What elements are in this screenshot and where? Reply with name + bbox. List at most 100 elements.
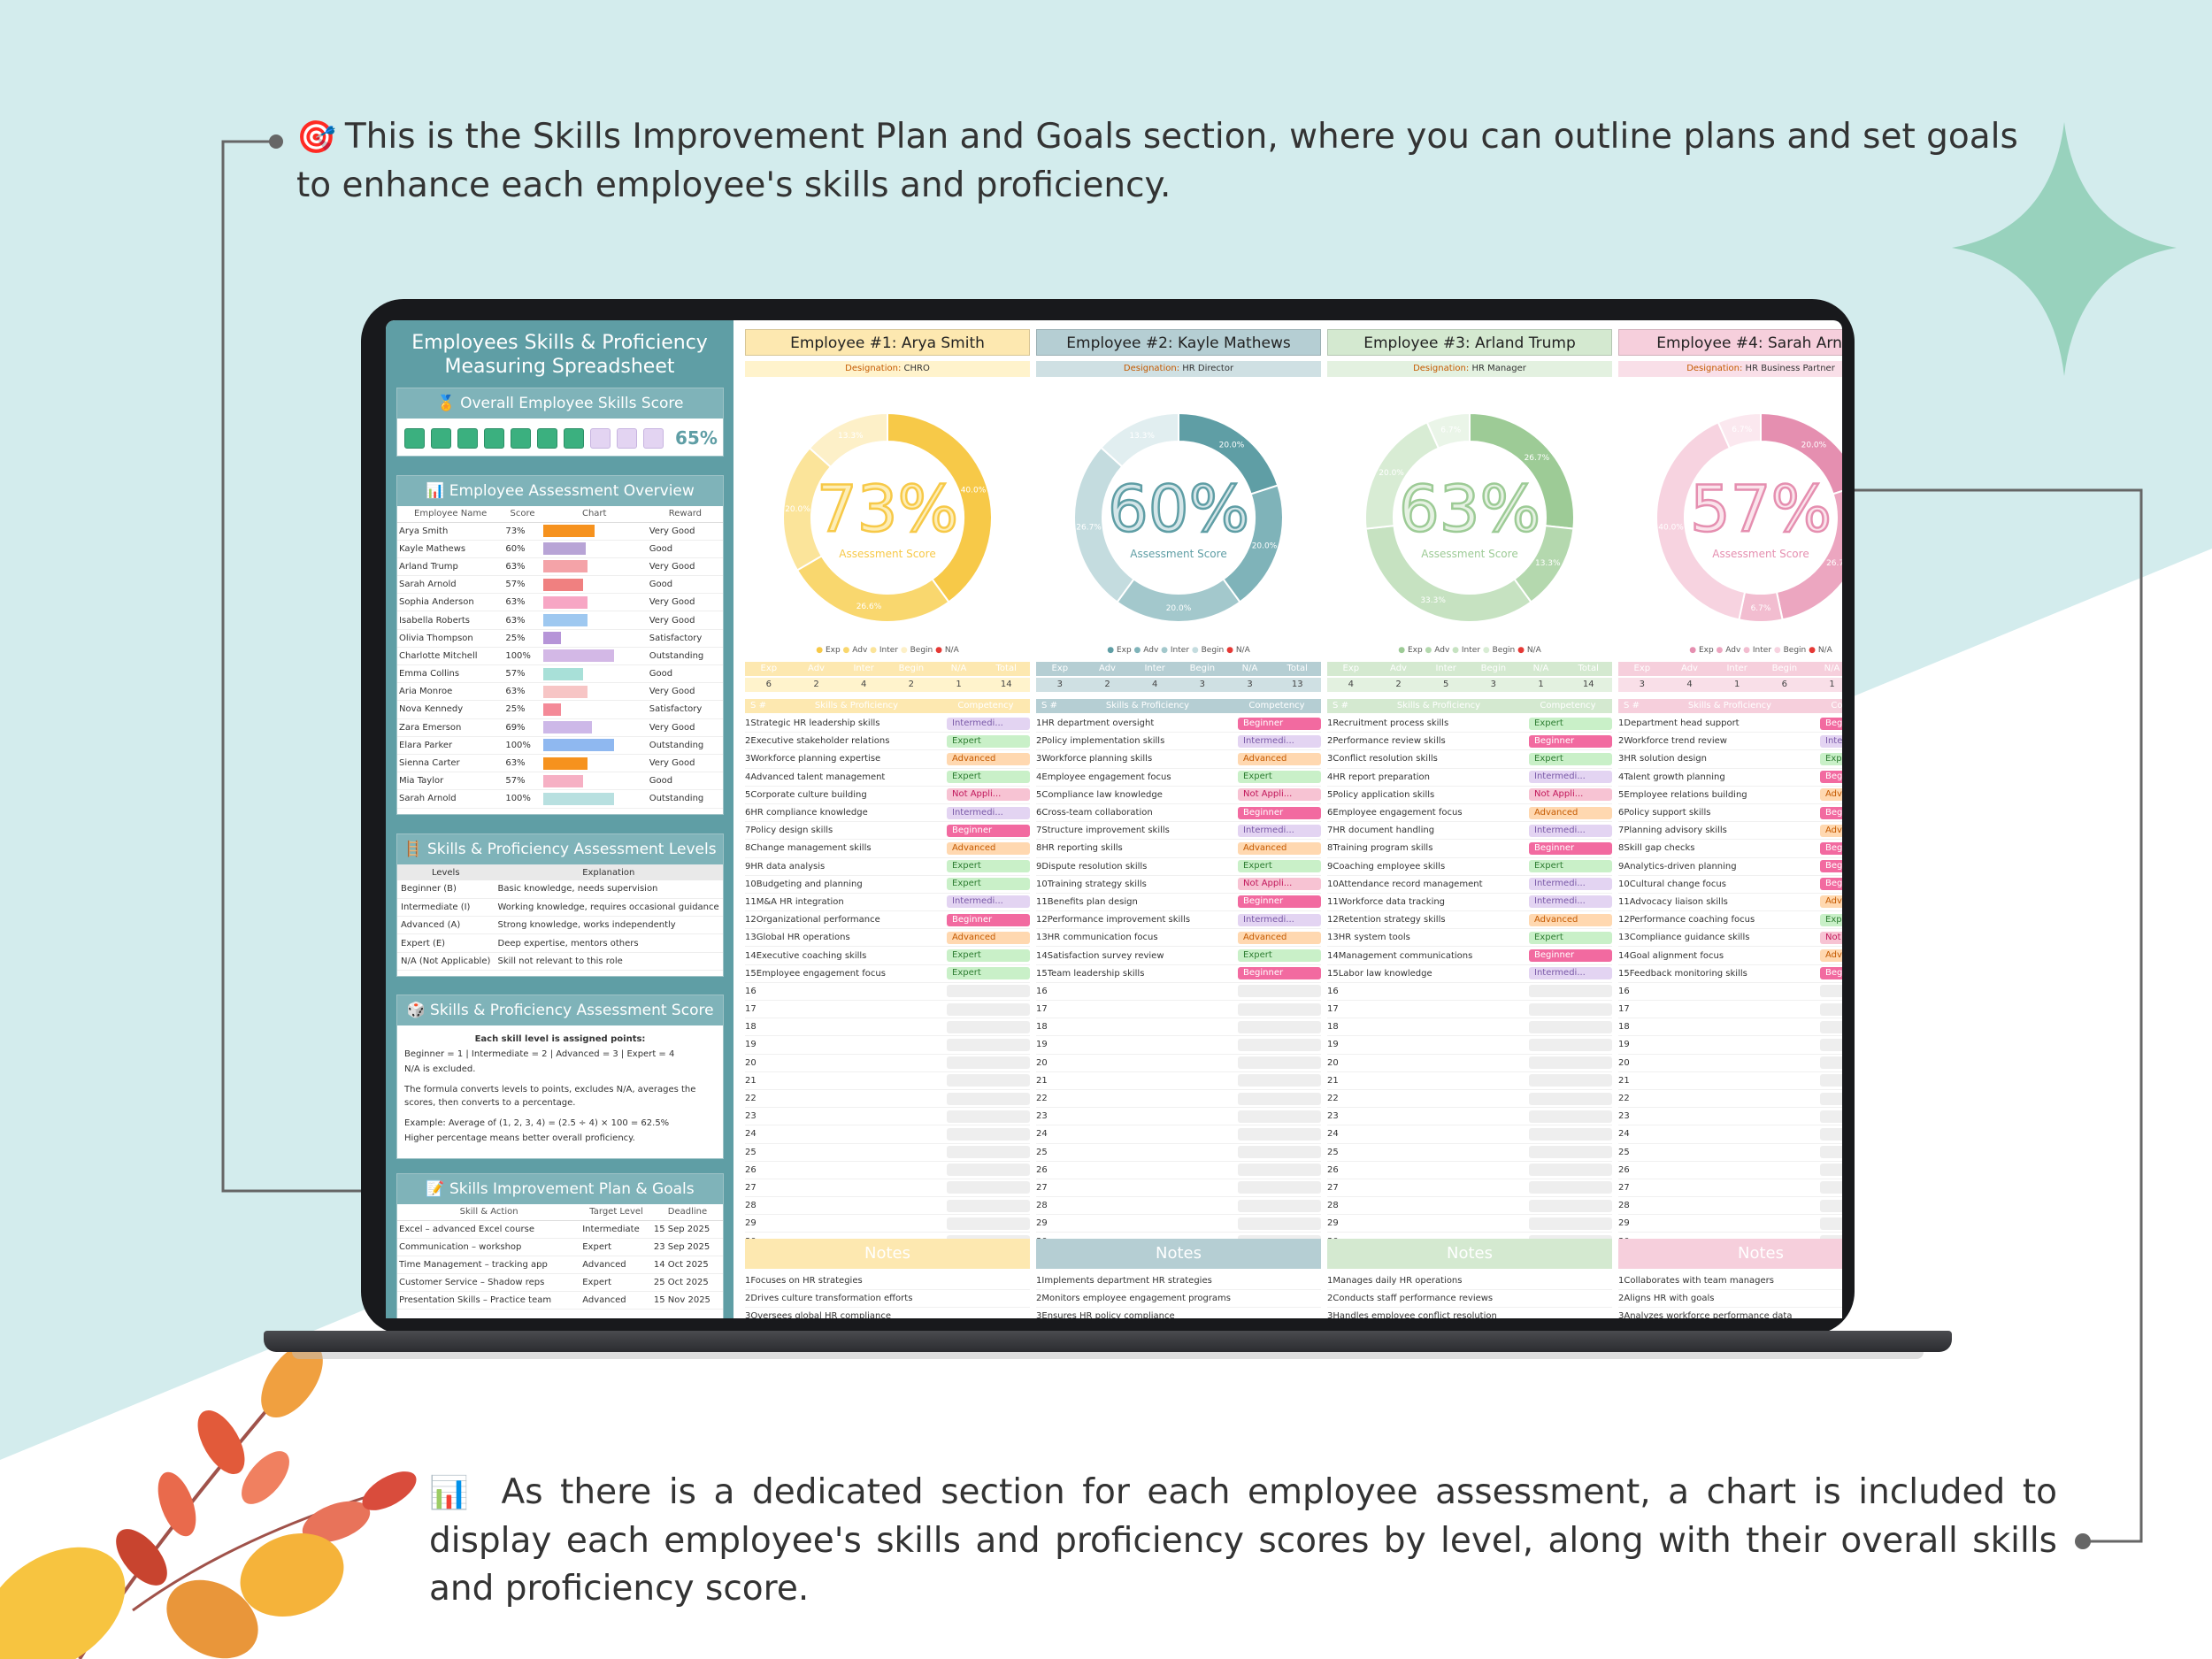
competency-dropdown[interactable] [1238, 1110, 1321, 1123]
competency-dropdown[interactable]: Expert [947, 878, 1030, 891]
competency-dropdown[interactable] [947, 1199, 1030, 1212]
skill-name-cell[interactable]: Employee relations building [1624, 789, 1747, 800]
skill-name-cell[interactable]: Corporate culture building [750, 789, 867, 800]
note-text[interactable]: Aligns HR with goals [1624, 1294, 1715, 1304]
skill-name-cell[interactable]: M&A HR integration [756, 896, 844, 907]
competency-dropdown[interactable]: Expert [1238, 860, 1321, 873]
competency-dropdown[interactable]: Not Appli... [1820, 931, 1842, 944]
competency-dropdown[interactable]: Advanced [947, 841, 1030, 855]
plan-skill-cell[interactable]: Presentation Skills – Practice team [397, 1291, 581, 1310]
competency-dropdown[interactable] [1238, 1199, 1321, 1212]
competency-dropdown[interactable] [1820, 1181, 1842, 1194]
competency-dropdown[interactable]: Expert [1529, 931, 1612, 944]
skill-name-cell[interactable]: Management communications [1338, 950, 1473, 961]
skill-name-cell[interactable]: Training program skills [1333, 843, 1433, 854]
competency-dropdown[interactable] [1238, 1056, 1321, 1070]
skill-name-cell[interactable]: Employee engagement focus [756, 968, 886, 979]
plan-deadline-cell[interactable]: 15 Nov 2025 [651, 1291, 723, 1310]
competency-dropdown[interactable] [1529, 1217, 1612, 1230]
competency-dropdown[interactable]: Expert [1529, 752, 1612, 765]
skill-name-cell[interactable]: Talent growth planning [1624, 772, 1725, 782]
competency-dropdown[interactable]: Expert [1820, 913, 1842, 926]
competency-dropdown[interactable]: Intermedi... [1238, 913, 1321, 926]
skill-name-cell[interactable]: Advocacy liaison skills [1629, 896, 1728, 907]
plan-target-cell[interactable]: Intermediate [580, 1220, 652, 1239]
competency-dropdown[interactable] [1529, 1110, 1612, 1123]
competency-dropdown[interactable]: Expert [947, 771, 1030, 784]
skill-name-cell[interactable]: Dispute resolution skills [1041, 861, 1148, 872]
competency-dropdown[interactable]: Expert [1529, 860, 1612, 873]
competency-dropdown[interactable] [1820, 1127, 1842, 1141]
competency-dropdown[interactable] [947, 1056, 1030, 1070]
skill-name-cell[interactable]: Retention strategy skills [1338, 915, 1446, 926]
competency-dropdown[interactable]: Beginner [1238, 967, 1321, 980]
competency-dropdown[interactable] [947, 1038, 1030, 1051]
competency-dropdown[interactable]: Expert [1238, 949, 1321, 963]
competency-dropdown[interactable] [947, 1110, 1030, 1123]
skill-name-cell[interactable]: Executive coaching skills [756, 950, 867, 961]
competency-dropdown[interactable]: Beginner [1820, 860, 1842, 873]
note-text[interactable]: Focuses on HR strategies [750, 1276, 863, 1286]
competency-dropdown[interactable]: Beginner [1529, 841, 1612, 855]
note-text[interactable]: Drives culture transformation efforts [750, 1294, 913, 1304]
competency-dropdown[interactable] [1820, 1164, 1842, 1177]
competency-dropdown[interactable]: Beginner [1820, 967, 1842, 980]
skill-name-cell[interactable]: Coaching employee skills [1333, 861, 1446, 872]
competency-dropdown[interactable]: Not Appli... [947, 788, 1030, 802]
plan-skill-cell[interactable]: Excel – advanced Excel course [397, 1220, 581, 1239]
note-text[interactable]: Ensures HR policy compliance [1041, 1311, 1175, 1318]
competency-dropdown[interactable]: Intermedi... [1529, 878, 1612, 891]
competency-dropdown[interactable]: Intermedi... [1529, 967, 1612, 980]
competency-dropdown[interactable] [1238, 1002, 1321, 1016]
competency-dropdown[interactable]: Advanced [1529, 806, 1612, 819]
plan-target-cell[interactable]: Advanced [580, 1256, 652, 1275]
plan-deadline-cell[interactable]: 14 Oct 2025 [651, 1256, 723, 1275]
competency-dropdown[interactable]: Beginner [1529, 949, 1612, 963]
competency-dropdown[interactable]: Expert [947, 860, 1030, 873]
skill-name-cell[interactable]: HR communication focus [1047, 933, 1158, 943]
competency-dropdown[interactable]: Not Appli... [1238, 788, 1321, 802]
competency-dropdown[interactable]: Intermedi... [1238, 734, 1321, 748]
competency-dropdown[interactable]: Intermedi... [1529, 824, 1612, 837]
note-text[interactable]: Handles employee conflict resolution [1333, 1311, 1497, 1318]
competency-dropdown[interactable]: Intermedi... [1238, 824, 1321, 837]
skill-name-cell[interactable]: Planning advisory skills [1624, 826, 1727, 836]
skill-name-cell[interactable]: Employee engagement focus [1333, 808, 1463, 818]
competency-dropdown[interactable]: Advanced [1820, 788, 1842, 802]
competency-dropdown[interactable]: Beginner [1238, 895, 1321, 909]
competency-dropdown[interactable] [1820, 1199, 1842, 1212]
competency-dropdown[interactable] [1238, 1074, 1321, 1087]
competency-dropdown[interactable] [1238, 985, 1321, 998]
skill-name-cell[interactable]: Department head support [1624, 718, 1740, 729]
competency-dropdown[interactable]: Expert [947, 734, 1030, 748]
competency-dropdown[interactable]: Beginner [947, 824, 1030, 837]
competency-dropdown[interactable] [1238, 1127, 1321, 1141]
competency-dropdown[interactable] [1529, 1164, 1612, 1177]
competency-dropdown[interactable] [1529, 1074, 1612, 1087]
skill-name-cell[interactable]: HR system tools [1338, 933, 1410, 943]
competency-dropdown[interactable]: Expert [1820, 752, 1842, 765]
competency-dropdown[interactable] [1238, 1092, 1321, 1105]
competency-dropdown[interactable] [947, 1164, 1030, 1177]
note-text[interactable]: Implements department HR strategies [1041, 1276, 1212, 1286]
skill-name-cell[interactable]: Change management skills [750, 843, 872, 854]
skill-name-cell[interactable]: Attendance record management [1338, 879, 1483, 889]
competency-dropdown[interactable]: Advanced [947, 931, 1030, 944]
competency-dropdown[interactable] [1820, 985, 1842, 998]
competency-dropdown[interactable] [1820, 1092, 1842, 1105]
skill-name-cell[interactable]: Cross-team collaboration [1041, 808, 1153, 818]
competency-dropdown[interactable] [1820, 1038, 1842, 1051]
plan-deadline-cell[interactable]: 23 Sep 2025 [651, 1238, 723, 1256]
competency-dropdown[interactable]: Advanced [1238, 841, 1321, 855]
skill-name-cell[interactable]: Workforce planning skills [1041, 754, 1153, 764]
skill-name-cell[interactable]: Goal alignment focus [1629, 950, 1724, 961]
competency-dropdown[interactable]: Advanced [1820, 895, 1842, 909]
competency-dropdown[interactable]: Not Appli... [1529, 788, 1612, 802]
plan-target-cell[interactable]: Expert [580, 1273, 652, 1293]
competency-dropdown[interactable]: Advanced [1238, 752, 1321, 765]
note-text[interactable]: Monitors employee engagement programs [1041, 1294, 1232, 1304]
skill-name-cell[interactable]: Compliance guidance skills [1629, 933, 1750, 943]
competency-dropdown[interactable]: Expert [1238, 771, 1321, 784]
competency-dropdown[interactable]: Beginner [1820, 806, 1842, 819]
skill-name-cell[interactable]: Employee engagement focus [1041, 772, 1171, 782]
